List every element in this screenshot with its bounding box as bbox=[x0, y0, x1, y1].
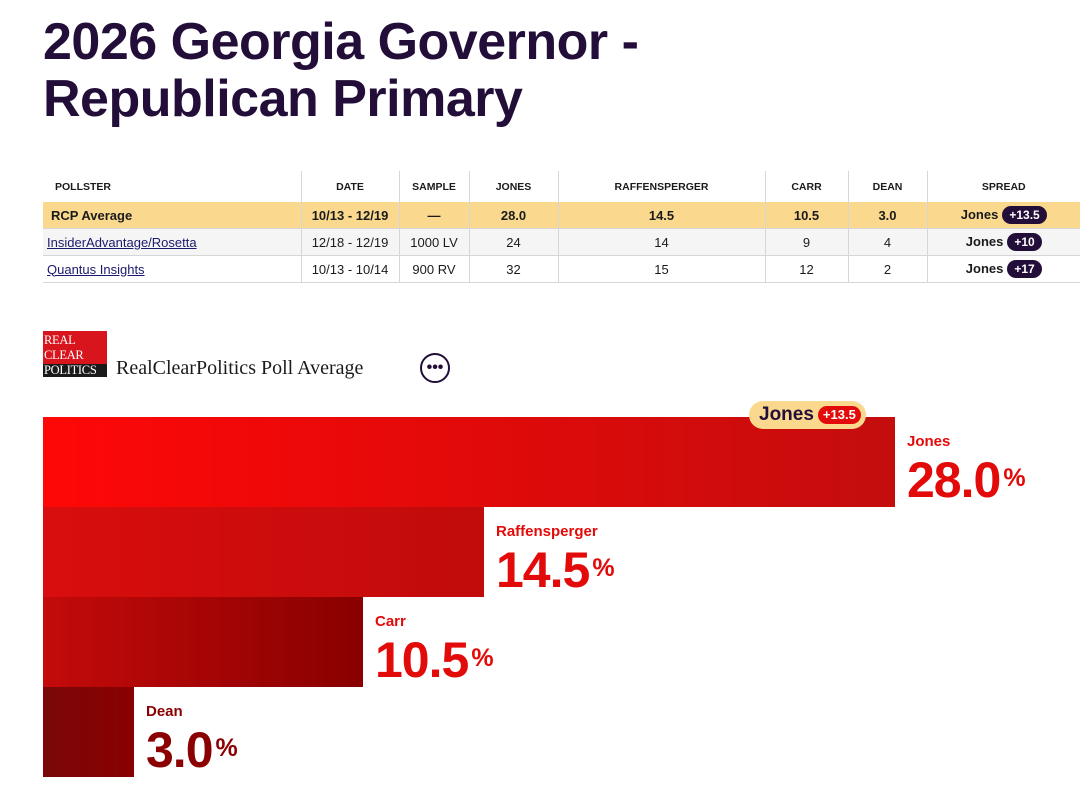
col-header-date[interactable]: DATE bbox=[300, 171, 399, 202]
value-label-dean: 3.0% bbox=[146, 725, 238, 775]
more-options-button[interactable]: ••• bbox=[420, 353, 450, 383]
col-header-sample[interactable]: SAMPLE bbox=[398, 171, 469, 202]
spread-badge: +17 bbox=[1007, 260, 1042, 278]
bar-raffensperger bbox=[43, 507, 484, 597]
sample-cell: 1000 LV bbox=[398, 228, 469, 256]
table-row: Quantus Insights 10/13 - 10/14 900 RV 32… bbox=[43, 255, 1080, 283]
bar-jones bbox=[43, 417, 895, 507]
sample-cell: — bbox=[398, 202, 469, 229]
col-header-pollster[interactable]: POLLSTER bbox=[55, 180, 112, 193]
leader-spread-badge: Jones +13.5 bbox=[749, 401, 866, 429]
col-header-spread[interactable]: SPREAD bbox=[926, 171, 1080, 202]
spread-leader: Jones bbox=[965, 261, 1004, 276]
jones-cell: 28.0 bbox=[468, 202, 558, 229]
bar-dean bbox=[43, 687, 134, 777]
candidate-label-jones: Jones bbox=[907, 433, 951, 450]
leader-spread-value: +13.5 bbox=[817, 406, 861, 424]
value-number: 14.5 bbox=[496, 542, 590, 598]
spread-badge: +10 bbox=[1007, 233, 1042, 251]
spread-cell: Jones +13.5 bbox=[926, 202, 1080, 229]
page-title: 2026 Georgia Governor - Republican Prima… bbox=[43, 13, 639, 128]
candidate-label-raffensperger: Raffensperger bbox=[496, 523, 598, 540]
raffensperger-cell: 14.5 bbox=[557, 202, 765, 229]
date-cell: 10/13 - 12/19 bbox=[300, 202, 399, 229]
col-header-dean[interactable]: DEAN bbox=[847, 171, 927, 202]
spread-leader: Jones bbox=[965, 234, 1004, 249]
pollster-cell: InsiderAdvantage/Rosetta bbox=[43, 228, 301, 256]
candidate-label-carr: Carr bbox=[375, 613, 406, 630]
col-header-carr[interactable]: CARR bbox=[764, 171, 848, 202]
poll-average-chart: Jones 28.0% Jones +13.5 Raffensperger 14.5% Ca… bbox=[43, 400, 1080, 780]
rcp-average-row: RCP Average 10/13 - 12/19 — 28.0 14.5 10… bbox=[43, 202, 1080, 229]
poll-average-title: RealClearPolitics Poll Average bbox=[116, 357, 364, 379]
logo-line-politics: POLITICS bbox=[44, 363, 97, 377]
candidate-label-dean: Dean bbox=[146, 703, 183, 720]
raffensperger-cell: 15 bbox=[557, 255, 765, 283]
value-label-raffensperger: 14.5% bbox=[496, 545, 615, 595]
date-cell: 10/13 - 10/14 bbox=[300, 255, 399, 283]
value-number: 10.5 bbox=[375, 632, 469, 688]
pollster-cell: RCP Average bbox=[43, 202, 301, 229]
col-header-jones[interactable]: JONES bbox=[468, 171, 558, 202]
pollster-cell: Quantus Insights bbox=[43, 255, 301, 283]
spread-cell: Jones +17 bbox=[926, 255, 1080, 283]
logo-line-clear: CLEAR bbox=[44, 348, 84, 362]
value-label-carr: 10.5% bbox=[375, 635, 494, 685]
raffensperger-cell: 14 bbox=[557, 228, 765, 256]
value-number: 28.0 bbox=[907, 452, 1001, 508]
pollster-link[interactable]: InsiderAdvantage/Rosetta bbox=[47, 234, 197, 250]
pollster-link[interactable]: Quantus Insights bbox=[47, 261, 145, 277]
col-header-raffensperger[interactable]: RAFFENSPERGER bbox=[557, 171, 765, 202]
percent-sign: % bbox=[592, 554, 614, 582]
logo-line-real: REAL bbox=[44, 333, 76, 347]
rcp-logo: REAL CLEAR POLITICS bbox=[43, 331, 107, 377]
table-row: InsiderAdvantage/Rosetta 12/18 - 12/19 1… bbox=[43, 228, 1080, 256]
percent-sign: % bbox=[1003, 464, 1025, 492]
sample-cell: 900 RV bbox=[398, 255, 469, 283]
percent-sign: % bbox=[215, 734, 238, 762]
spread-cell: Jones +10 bbox=[926, 228, 1080, 256]
percent-sign: % bbox=[471, 644, 493, 672]
spread-leader: Jones bbox=[960, 207, 999, 222]
value-number: 3.0 bbox=[146, 722, 214, 778]
dean-cell: 3.0 bbox=[847, 202, 927, 229]
leader-name: Jones bbox=[759, 404, 814, 425]
table-header-row: POLLSTER DATE SAMPLE JONES RAFFENSPERGER… bbox=[43, 171, 1080, 202]
bar-carr bbox=[43, 597, 363, 687]
polls-table: POLLSTER DATE SAMPLE JONES RAFFENSPERGER… bbox=[43, 171, 1080, 283]
dean-cell: 4 bbox=[847, 228, 927, 256]
jones-cell: 24 bbox=[468, 228, 558, 256]
spread-badge: +13.5 bbox=[1002, 206, 1047, 224]
more-horizontal-icon: ••• bbox=[426, 359, 444, 376]
value-label-jones: 28.0% bbox=[907, 455, 1026, 505]
date-cell: 12/18 - 12/19 bbox=[300, 228, 399, 256]
carr-cell: 12 bbox=[764, 255, 848, 283]
carr-cell: 9 bbox=[764, 228, 848, 256]
dean-cell: 2 bbox=[847, 255, 927, 283]
jones-cell: 32 bbox=[468, 255, 558, 283]
carr-cell: 10.5 bbox=[764, 202, 848, 229]
